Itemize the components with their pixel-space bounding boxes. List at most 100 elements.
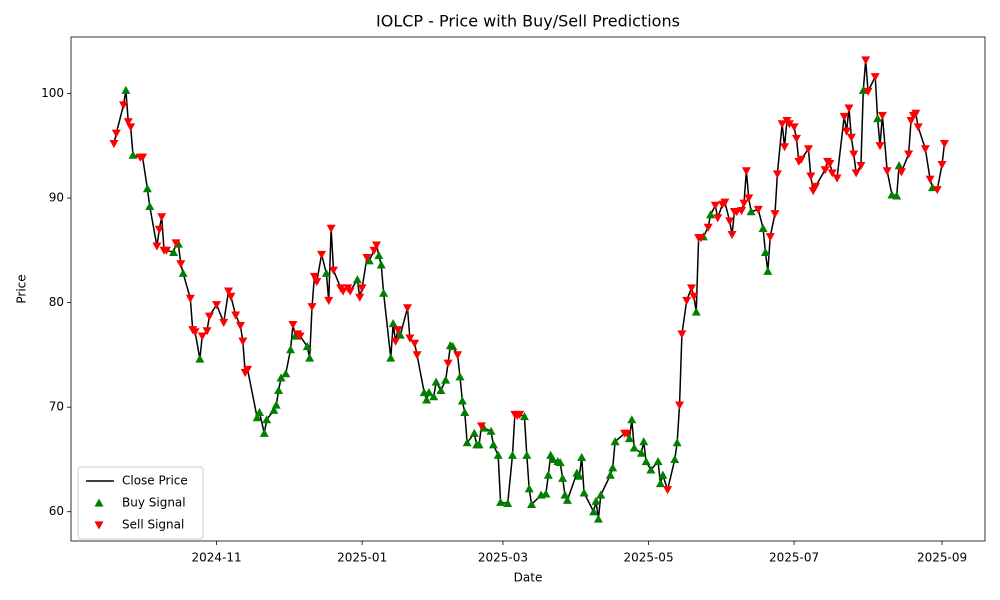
chart-title: IOLCP - Price with Buy/Sell Predictions [376,12,680,31]
sell-marker [391,337,401,346]
legend-swatch [94,498,104,507]
sell-marker [772,170,782,179]
sell-marker [939,140,949,149]
buy-marker [624,434,634,443]
x-tick-label: 2025-07 [769,551,819,565]
sell-marker [904,150,914,159]
sell-marker [405,334,415,343]
sell-marker [362,254,372,263]
sell-marker [219,318,229,327]
buy-marker [488,440,498,449]
y-tick-label: 90 [49,191,64,205]
buy-marker [672,438,682,447]
sell-marker [739,199,749,208]
buy-marker [321,268,331,277]
buy-marker [593,514,603,523]
sell-marker [849,150,859,159]
sell-marker [832,174,842,183]
sell-marker [725,217,735,226]
buy-marker [670,454,680,464]
sell-marker [703,223,713,232]
buy-marker [493,450,503,459]
sell-marker [663,486,673,495]
sell-marker [295,332,305,341]
sell-marker [856,162,866,171]
buy-marker [641,457,651,466]
buy-marker [128,150,138,159]
sell-marker [727,231,737,240]
buy-marker [431,377,441,386]
buy-marker [486,426,496,435]
sell-marker [309,272,319,281]
sell-marker [138,153,148,162]
sell-marker [157,213,167,222]
y-tick-label: 60 [49,504,64,518]
sell-marker [784,120,794,129]
buy-marker [276,373,286,382]
buy-marker [457,396,467,405]
sell-marker [243,365,253,375]
sell-marker [231,311,241,320]
buy-marker [579,488,589,497]
buy-marker [142,184,152,193]
sell-marker [119,101,129,110]
legend-label: Sell Signal [122,518,184,532]
sell-marker [777,120,787,129]
sell-marker [126,123,136,132]
buy-marker [608,463,618,472]
sell-marker [844,104,854,113]
sell-marker [842,127,852,136]
sell-marker [911,109,921,118]
legend-box [77,466,204,540]
buy-marker [589,507,599,516]
sell-marker [820,166,830,175]
x-tick-label: 2025-05 [623,551,673,565]
buy-marker [746,207,756,216]
buy-marker [386,353,396,362]
legend: Close Price Buy Signal Sell Signal [77,466,204,540]
buy-marker [636,448,646,457]
buy-marker [262,415,272,424]
buy-marker [388,319,398,328]
sell-marker [839,112,849,121]
buy-marker [121,85,131,94]
buy-marker [562,495,572,504]
buy-marker [760,247,770,257]
buy-marker [429,392,439,401]
sell-marker [920,145,930,154]
sell-marker [235,321,245,331]
sell-marker [202,327,212,336]
buy-marker [758,223,768,232]
sell-marker [682,296,692,306]
buy-marker [655,478,665,488]
buy-marker [379,288,389,297]
buy-marker [305,353,315,362]
buy-marker [436,385,446,395]
sell-marker [925,175,935,184]
sell-marker [851,169,861,178]
sell-marker [109,140,119,149]
sell-marker [185,294,195,303]
sell-marker [355,293,365,302]
buy-marker [178,268,188,277]
x-axis-label: Date [514,571,543,585]
sell-marker [453,351,463,360]
buy-marker [376,260,386,269]
y-axis-label: Price [15,274,29,303]
x-tick-label: 2025-03 [478,551,528,565]
buy-marker [548,454,558,464]
y-tick-label: 80 [49,295,64,309]
buy-marker [441,375,451,384]
sell-marker [324,296,334,306]
x-tick-label: 2025-09 [917,551,967,565]
sell-marker [212,301,222,310]
sell-marker [803,145,813,154]
sell-marker [737,206,747,216]
buy-marker [281,369,291,378]
buy-marker [496,497,506,506]
buy-marker [653,457,663,466]
sell-marker [932,186,942,195]
sell-marker [765,233,775,242]
buy-marker [395,330,405,339]
